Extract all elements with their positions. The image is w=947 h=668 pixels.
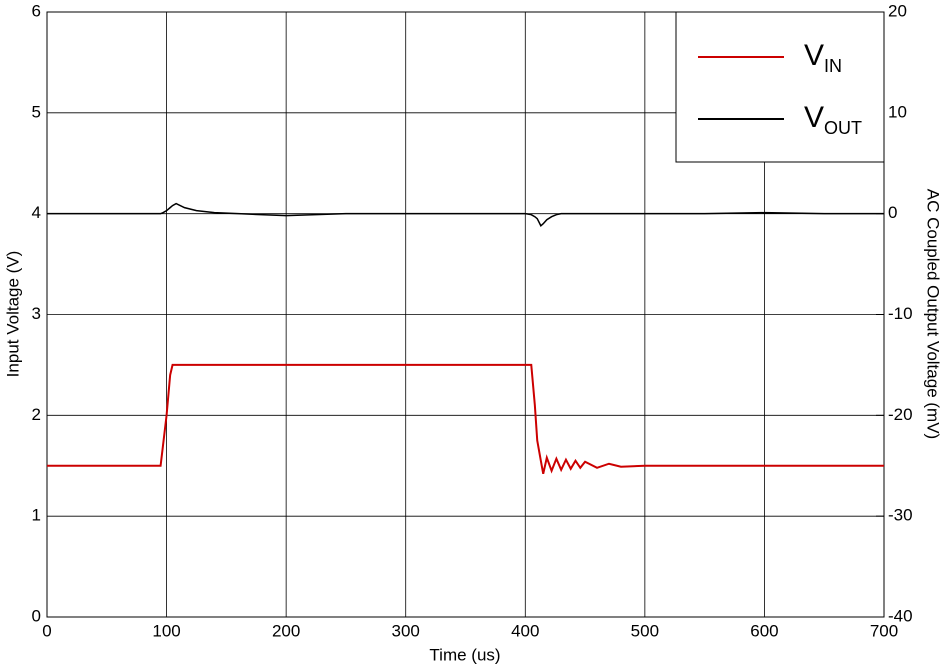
x-axis-label: Time (us) [429,645,500,664]
y2-tick-label: -10 [888,304,913,323]
y-axis-label: Input Voltage (V) [3,251,22,378]
y2-axis-label: AC Coupled Output Voltage (mV) [924,189,943,439]
x-tick-label: 200 [272,621,300,640]
grid [46,11,885,618]
legend-label: VOUT [804,101,862,138]
y2-tick-label: -30 [888,506,913,525]
x-tick-label: 700 [870,621,898,640]
x-tick-label: 500 [631,621,659,640]
x-tick-label: 600 [750,621,778,640]
x-tick-label: 300 [392,621,420,640]
y-tick-label: 2 [32,405,41,424]
y2-tick-label: 0 [888,203,897,222]
y-tick-label: 6 [32,1,41,20]
y2-tick-label: 10 [888,102,907,121]
y2-tick-label: -20 [888,405,913,424]
y2-tick-label: 20 [888,1,907,20]
x-tick-label: 400 [511,621,539,640]
y2-tick-label: -40 [888,606,913,625]
y-tick-label: 4 [32,203,41,222]
legend-box [675,11,885,163]
y-tick-label: 0 [32,606,41,625]
y-tick-label: 3 [32,304,41,323]
y-tick-label: 1 [32,506,41,525]
series-line [47,363,884,475]
x-tick-label: 100 [152,621,180,640]
x-tick-label: 0 [42,621,51,640]
series-line [47,202,884,227]
legend-label: VIN [804,39,842,76]
y-tick-label: 5 [32,102,41,121]
